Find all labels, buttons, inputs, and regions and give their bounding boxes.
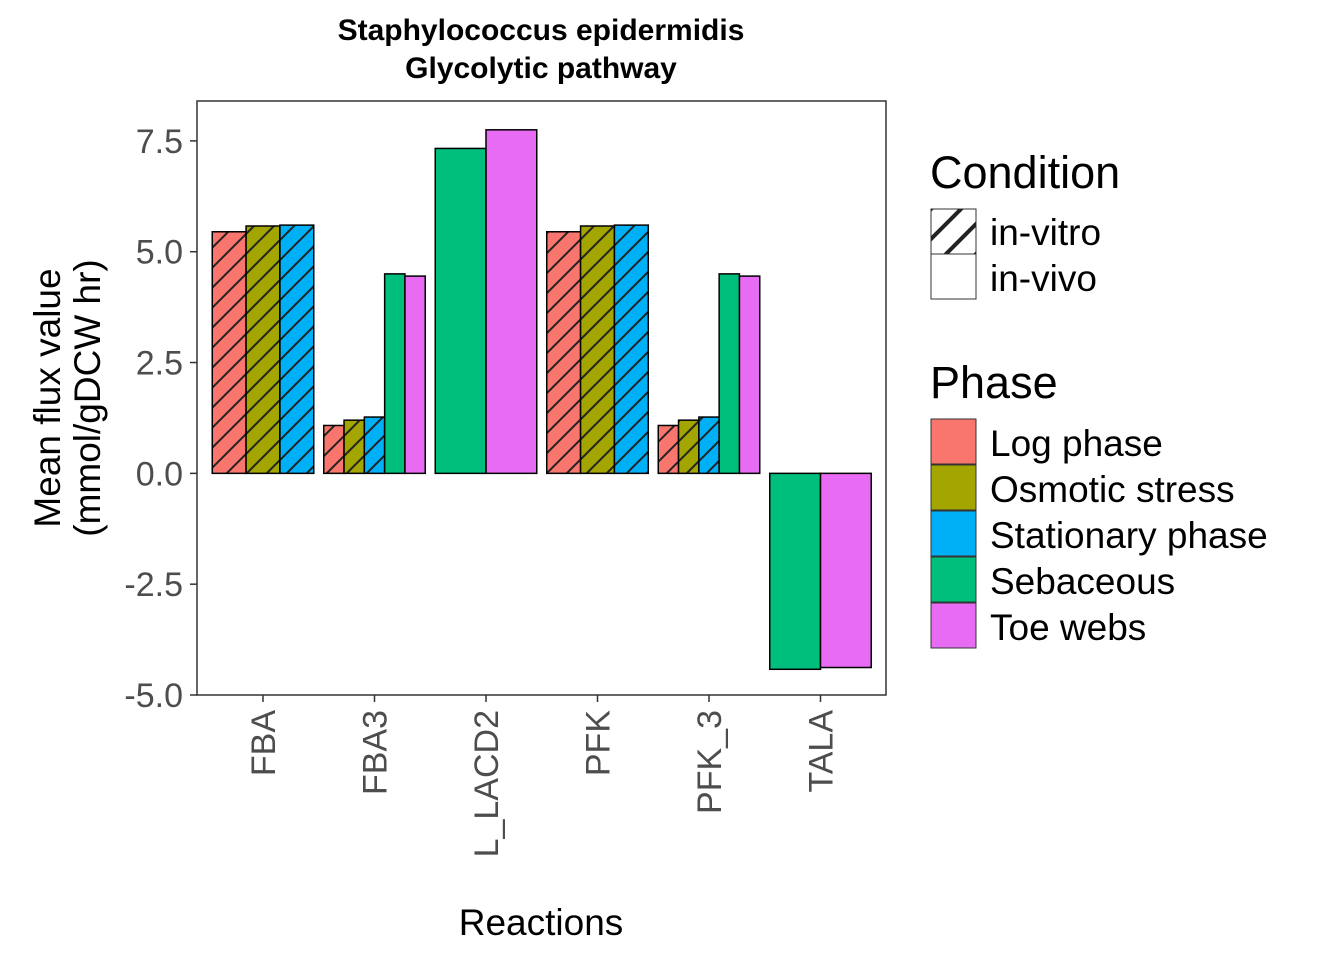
y-axis-title: Mean flux value (mmol/gDCW hr) <box>27 259 108 536</box>
bar-fill <box>404 276 426 474</box>
legend-label-stationary-phase: Stationary phase <box>990 515 1268 556</box>
y-tick-label: 2.5 <box>136 345 183 383</box>
legend-label-in-vivo: in-vivo <box>990 258 1097 299</box>
bar-fill <box>739 276 760 474</box>
legend-key-in-vivo <box>930 253 977 300</box>
bar-stripes <box>658 425 679 474</box>
bar-outline <box>485 129 538 475</box>
bar-pfk-stationary-phase <box>613 224 650 475</box>
legend: Condition in-vitro in-vivo Phase Log pha… <box>930 147 1268 649</box>
legend-label-sebaceous: Sebaceous <box>990 561 1175 602</box>
bar-fba-osmotic-stress <box>245 225 281 475</box>
legend-key-osmotic-stress <box>930 464 977 511</box>
bar-fba3-log-phase <box>323 424 345 475</box>
bar-fba3-sebaceous <box>383 273 406 475</box>
bar-pfk-3-sebaceous <box>718 273 741 475</box>
bar-l-lacd2-toe-webs <box>485 129 538 475</box>
x-tick-label: PFK <box>580 710 618 776</box>
y-axis: -5.0 -2.5 0.0 2.5 5.0 7.5 <box>124 123 197 715</box>
y-tick-label: -5.0 <box>124 677 183 715</box>
y-axis-title-line-1: Mean flux value <box>27 268 68 527</box>
bar-l-lacd2-sebaceous <box>434 147 487 475</box>
legend-key-stationary-phase <box>930 510 977 557</box>
bar-fba-stationary-phase <box>279 224 315 475</box>
legend-key-in-vitro-stripes <box>931 209 976 254</box>
bar-fill <box>435 148 486 474</box>
chart-subtitle: Glycolytic pathway <box>405 52 677 85</box>
x-tick-label: PFK_3 <box>691 710 729 814</box>
bar-fba3-stationary-phase <box>363 416 386 475</box>
bar-pfk-log-phase <box>546 231 582 475</box>
bar-stripes <box>546 231 581 474</box>
y-tick-label: 7.5 <box>136 123 183 161</box>
x-tick-label: FBA3 <box>357 710 395 795</box>
bar-stripes <box>698 417 720 474</box>
x-tick-label: L_LACD2 <box>468 710 506 857</box>
bar-stripes <box>364 417 385 474</box>
bar-pfk-3-stationary-phase <box>698 416 720 475</box>
bar-fill <box>719 273 740 474</box>
x-tick-label: FBA <box>245 710 283 776</box>
bar-fill <box>769 473 821 670</box>
bar-stripes <box>344 420 365 474</box>
x-tick-label: TALA <box>803 710 841 793</box>
legend-key-sebaceous <box>930 556 977 603</box>
y-tick-label: 5.0 <box>136 234 183 272</box>
legend-label-toe-webs: Toe webs <box>990 607 1146 648</box>
legend-label-log-phase: Log phase <box>990 423 1163 464</box>
bar-fill <box>384 273 405 474</box>
bar-outline <box>613 224 650 475</box>
legend-key-toe-webs <box>930 602 977 649</box>
legend-phase-keys: Log phase Osmotic stress Stationary phase S… <box>930 418 1268 649</box>
bar-stripes <box>279 225 314 474</box>
plot-area <box>211 129 872 671</box>
y-axis-title-line-2: (mmol/gDCW hr) <box>67 259 108 536</box>
chart-title: Staphylococcus epidermidis <box>338 14 745 47</box>
legend-phase-title: Phase <box>930 357 1058 408</box>
bar-stripes <box>678 420 699 474</box>
bar-fill <box>820 473 872 668</box>
bar-stripes <box>580 226 615 474</box>
bar-pfk-osmotic-stress <box>579 225 616 475</box>
bar-fba-log-phase <box>211 231 247 475</box>
bar-stripes <box>246 226 280 474</box>
bar-pfk-3-log-phase <box>657 424 680 475</box>
x-axis: FBA FBA3 L_LACD2 PFK PFK_3 TALA <box>245 695 841 857</box>
bar-pfk-3-osmotic-stress <box>677 419 700 475</box>
bar-fba3-toe-webs <box>404 275 427 475</box>
y-tick-label: -2.5 <box>124 566 183 604</box>
bar-stripes <box>212 231 247 474</box>
plot-panel-border <box>196 100 887 696</box>
bar-stripes <box>323 425 345 474</box>
bar-tala-sebaceous <box>769 472 822 671</box>
bar-pfk-3-toe-webs <box>738 275 761 475</box>
bar-outline <box>738 275 761 475</box>
legend-condition-title: Condition <box>930 147 1120 198</box>
bar-outline <box>819 472 872 669</box>
legend-label-in-vitro: in-vitro <box>990 212 1101 253</box>
bar-fill <box>486 129 537 474</box>
legend-label-osmotic-stress: Osmotic stress <box>990 469 1235 510</box>
y-tick-label: 0.0 <box>136 455 183 493</box>
bar-outline <box>279 224 315 475</box>
bar-fba3-osmotic-stress <box>343 419 366 475</box>
bar-outline <box>404 275 427 475</box>
bar-stripes <box>614 225 649 474</box>
bar-tala-toe-webs <box>819 472 872 669</box>
x-axis-title: Reactions <box>459 902 624 943</box>
legend-key-log-phase <box>930 418 977 465</box>
